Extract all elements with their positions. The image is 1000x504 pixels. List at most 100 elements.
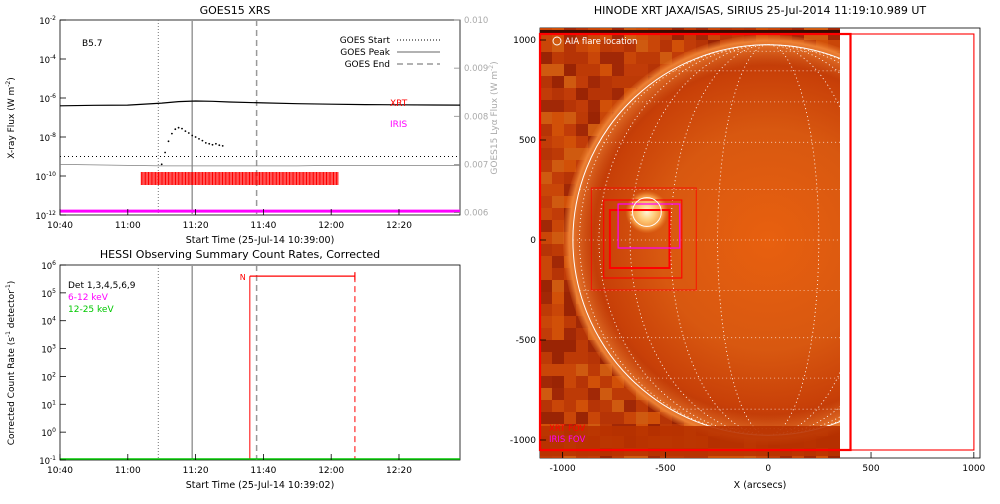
goes-short-channel-point (215, 142, 217, 145)
xrt-image-pixel (564, 340, 576, 352)
xrt-image-pixel (564, 160, 576, 172)
goes-iris-label: IRIS (390, 120, 408, 130)
xrt-image-pixel (612, 412, 624, 424)
xrt-image-pixel (600, 412, 612, 424)
xrt-image-pixel (564, 388, 576, 400)
legend-6-12kev: 6-12 keV (68, 293, 109, 303)
xrt-image-pixel (576, 364, 588, 376)
goes-x-tick-label: 10:40 (47, 221, 73, 231)
xrt-image-pixel (600, 76, 612, 88)
xrt-image-pixel (576, 400, 588, 412)
goes-short-channel-point (171, 132, 173, 135)
xrt-image-pixel (588, 112, 600, 124)
xrt-image-pixel (540, 412, 552, 424)
legend-det: Det 1,3,4,5,6,9 (68, 281, 136, 291)
xrt-y-tick-label: -500 (516, 336, 537, 346)
xrt-image-pixel (552, 124, 564, 136)
xrt-image-pixel (552, 400, 564, 412)
goes-y2-tick-label: 0.006 (464, 209, 488, 219)
xrt-image-pixel (564, 124, 576, 136)
xrt-image-pixel (540, 280, 552, 292)
hessi-title: HESSI Observing Summary Count Rates, Cor… (100, 248, 380, 261)
goes-short-channel-point (208, 142, 211, 145)
iris-fov-label: IRIS FOV (549, 435, 585, 445)
goes-short-channel-point (164, 151, 167, 154)
goes-x-tick-label: 11:40 (250, 221, 276, 231)
goes-short-channel-point (201, 139, 204, 142)
xrt-x-ticks: -1000 -500 0 500 1000 (550, 452, 986, 474)
goes-short-channel-point (194, 136, 197, 138)
xrt-image-pixel (540, 232, 552, 244)
xrt-image-pixel (576, 388, 588, 400)
xrt-image-pixel (624, 400, 636, 412)
xrt-image-pixel (564, 148, 576, 160)
xrt-image-pixel (588, 352, 600, 364)
xrt-image-pixel (540, 88, 552, 100)
xrt-image-pixel (576, 340, 588, 352)
xrt-image-pixel (624, 52, 636, 64)
goes-y-tick-label: 10-4 (39, 54, 56, 66)
xrt-x-tick-label: -500 (655, 464, 676, 474)
xrt-image-pixel (564, 88, 576, 100)
xrt-image-pixel (612, 52, 624, 64)
xrt-image-pixel (624, 412, 636, 424)
xrt-image-pixel (540, 40, 552, 52)
goes-short-channel-point (198, 138, 200, 140)
xrt-image-pixel (552, 328, 564, 340)
goes-y2-tick-label: 0.008 (464, 112, 488, 122)
aia-legend-label: AIA flare location (565, 37, 637, 47)
goes-short-channel-point (187, 132, 190, 134)
xrt-image-pixel (552, 76, 564, 88)
xrt-image-pixel (540, 76, 552, 88)
xrt-image-pixel (564, 364, 576, 376)
xrt-x-tick-label: 1000 (962, 464, 985, 474)
goes-class-label: B5.7 (82, 39, 103, 49)
goes-x-tick-label: 11:20 (183, 221, 209, 231)
xrt-image-pixel (552, 232, 564, 244)
xrt-image-pixel (600, 64, 612, 76)
hessi-night-label: N (240, 273, 246, 282)
hessi-y-axis-label: Corrected Count Rate (s-1 detector-1) (5, 281, 17, 446)
hessi-y-tick-label: 10-1 (39, 455, 56, 467)
hessi-x-ticks: 10:40 11:00 11:20 11:40 12:00 12:20 (47, 454, 412, 476)
xrt-image-pixel (564, 100, 576, 112)
goes-short-channel-point (181, 127, 183, 130)
xrt-fov-box (590, 187, 697, 291)
xrt-image-pixel (552, 64, 564, 76)
xrt-image-pixel (540, 328, 552, 340)
xrt-image-pixel (540, 256, 552, 268)
goes-lya-line (59, 164, 460, 167)
xrt-image-pixel (564, 412, 576, 424)
xrt-image-pixel (588, 88, 600, 100)
xrt-image-pixel (588, 376, 600, 388)
goes-short-channel-point (211, 143, 214, 146)
xrt-fov-box (603, 199, 683, 279)
hessi-y-tick-label: 105 (41, 288, 56, 300)
xrt-image-pixel (540, 376, 552, 388)
goes-short-channel-point (174, 128, 177, 131)
goes-short-channel-point (160, 163, 163, 166)
xrt-fov-box (608, 209, 671, 269)
hessi-y-tick-label: 102 (41, 371, 56, 383)
xrt-image-pixel (576, 100, 588, 112)
xrt-image-pixel (588, 64, 600, 76)
xrt-image-pixel (540, 64, 552, 76)
xrt-image-pixel (672, 40, 684, 52)
xrt-image-pixel (552, 412, 564, 424)
xrt-image-pixel (612, 64, 624, 76)
xrt-image-pixel (636, 52, 648, 64)
xrt-image-pixel (552, 100, 564, 112)
hessi-y-tick-label: 100 (41, 427, 56, 439)
xrt-image-pixel (600, 400, 612, 412)
xrt-image-pixel (564, 64, 576, 76)
xrt-image-pixel (552, 364, 564, 376)
xrt-image-pixel (600, 388, 612, 400)
goes-x-tick-label: 12:20 (386, 221, 412, 231)
hessi-y-tick-label: 101 (41, 399, 56, 411)
xrt-image-pixel (576, 352, 588, 364)
goes-y2-tick-label: 0.007 (464, 160, 488, 170)
xrt-image-pixel (588, 412, 600, 424)
goes-y2-axis-label: GOES15 Lyα Flux (W m-2) (488, 61, 500, 174)
